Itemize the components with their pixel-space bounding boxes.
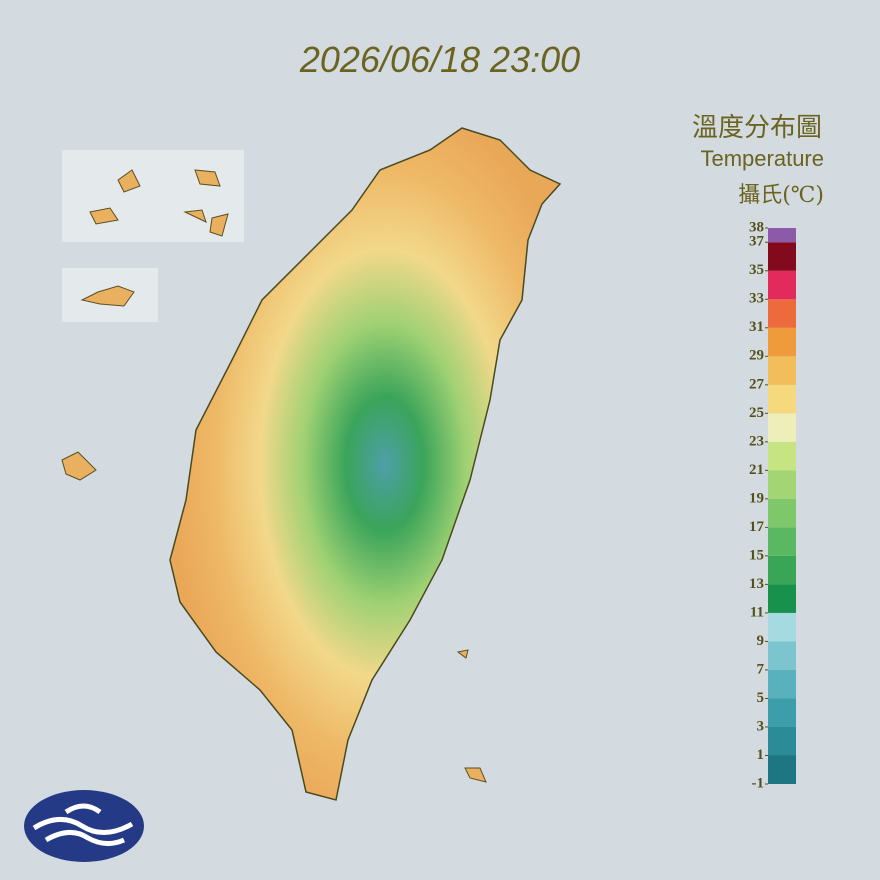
legend-bin — [768, 270, 796, 300]
legend-title: 溫度分布圖 — [692, 113, 822, 143]
legend-tick-label: 13 — [749, 576, 764, 592]
timestamp: 2026/06/18 23:00 — [299, 39, 580, 80]
logo-wave — [32, 803, 134, 846]
legend-tick-label: 37 — [749, 234, 765, 250]
legend-tick-label: 15 — [749, 547, 764, 563]
legend-tick-label: 21 — [749, 462, 764, 478]
legend-bin — [768, 669, 796, 699]
legend-tick-label: 19 — [749, 490, 764, 506]
legend-bin — [768, 584, 796, 613]
legend-tick-label: 29 — [749, 348, 764, 364]
legend-tick-label: 23 — [749, 433, 764, 449]
legend-tick-label: 1 — [757, 747, 765, 763]
legend-bin — [768, 641, 796, 670]
legend-unit: 攝氏(℃) — [738, 183, 824, 208]
legend-tick-label: 5 — [757, 690, 765, 706]
legend-tick-label: -1 — [752, 775, 765, 791]
legend-bin — [768, 441, 796, 471]
legend-tick-label: 7 — [757, 661, 765, 677]
legend-tick-label: 11 — [750, 604, 764, 620]
legend-bin — [768, 228, 796, 243]
legend-tick-label: 3 — [757, 718, 765, 734]
logo — [24, 790, 144, 862]
legend-bin — [768, 470, 796, 499]
legend-bin — [768, 327, 796, 357]
legend-tick-label: 35 — [749, 262, 764, 278]
legend-bin — [768, 527, 796, 556]
legend-bin — [768, 612, 796, 642]
legend-tick-label: 38 — [749, 219, 764, 235]
legend-tick-label: 27 — [749, 376, 765, 392]
legend-bin — [768, 299, 796, 328]
legend-bin — [768, 356, 796, 385]
legend-tick-label: 33 — [749, 291, 764, 307]
legend-bin — [768, 698, 796, 727]
legend-bin — [768, 242, 796, 271]
islands — [61, 150, 487, 783]
legend-bin — [768, 413, 796, 442]
legend-bin — [768, 726, 796, 756]
legend-bin — [768, 755, 796, 784]
taiwan-temperature-map — [169, 127, 562, 801]
legend-bin — [768, 498, 796, 528]
legend-tick-label: 31 — [749, 319, 764, 335]
legend-tick-label: 9 — [757, 633, 765, 649]
legend-tick-label: 25 — [749, 405, 764, 421]
legend-bin — [768, 555, 796, 585]
island — [61, 169, 487, 783]
legend-subtitle: Temperature — [700, 146, 824, 171]
legend-bin — [768, 384, 796, 414]
legend-tick-label: 17 — [749, 519, 765, 535]
